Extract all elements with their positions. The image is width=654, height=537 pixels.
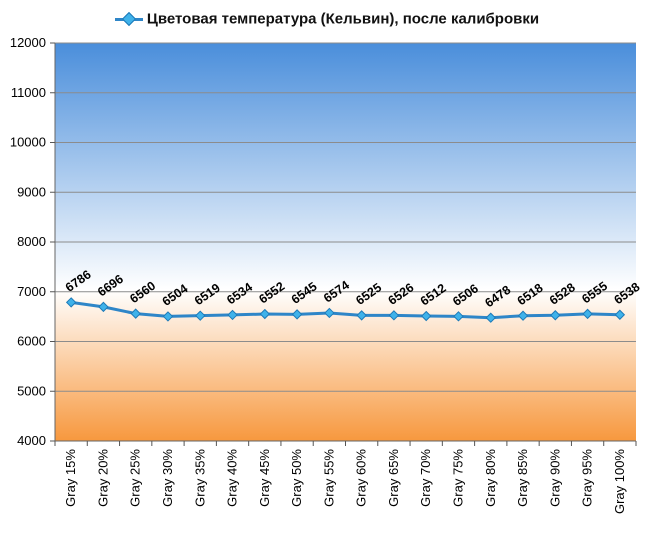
y-tick-label: 11000 (11, 85, 46, 100)
data-point-marker (324, 307, 335, 319)
y-tick-label: 10000 (10, 135, 46, 150)
x-tick-label: Gray 90% (547, 449, 562, 507)
x-tick-label: Gray 15% (63, 449, 78, 507)
x-tick-label: Gray 75% (450, 449, 465, 507)
x-tick-label: Gray 55% (321, 449, 336, 507)
x-tick-label: Gray 85% (515, 449, 530, 507)
data-point-marker (582, 308, 593, 320)
data-point-marker (356, 310, 367, 321)
data-point-marker (65, 297, 77, 308)
x-tick-label: Gray 40% (225, 449, 240, 507)
x-tick-label: Gray 30% (160, 449, 175, 507)
series-line (70, 300, 620, 320)
y-tick-label: 9000 (17, 184, 46, 199)
x-tick-label: Gray 100% (612, 449, 627, 514)
data-point-marker (614, 309, 626, 320)
y-tick-label: 6000 (17, 334, 46, 349)
x-tick-label: Gray 45% (257, 449, 272, 507)
x-tick-label: Gray 25% (128, 449, 143, 507)
data-point-marker (291, 309, 303, 320)
legend-line-marker-icon (114, 13, 143, 25)
data-point-marker (98, 301, 109, 313)
legend-series-label: Цветовая температура (Кельвин), после ка… (146, 10, 540, 28)
x-tick-label: Gray 20% (95, 449, 110, 507)
data-point-marker (550, 310, 561, 321)
data-point-marker (195, 310, 206, 321)
data-point-marker (130, 308, 141, 319)
x-tick-label: Gray 50% (289, 449, 304, 507)
data-point-marker (420, 310, 432, 322)
data-point-marker (388, 310, 400, 321)
series-group (65, 297, 626, 323)
y-axis-ticks: 4000 5000 6000 7000 8000 9000 10000 11000 12000 (10, 35, 55, 448)
y-tick-label: 5000 (17, 383, 46, 398)
x-tick-label: Gray 80% (483, 449, 498, 507)
x-axis-ticks: Gray 15% Gray 20% Gray 25% Gray 30% Gray 35%… (54, 441, 637, 514)
data-point-marker (517, 310, 529, 321)
chart-legend: Цветовая температура (Кельвин), после ка… (0, 10, 654, 28)
y-tick-label: 7000 (17, 284, 46, 299)
x-tick-label: Gray 70% (418, 449, 433, 507)
x-tick-label: Gray 65% (386, 449, 401, 507)
data-point-marker (227, 309, 238, 321)
x-tick-label: Gray 95% (580, 449, 595, 507)
data-point-marker (162, 311, 174, 322)
x-tick-label: Gray 35% (192, 449, 207, 507)
data-point-marker (453, 311, 464, 322)
y-tick-label: 8000 (17, 234, 46, 249)
y-tick-label: 4000 (17, 433, 46, 448)
x-tick-label: Gray 60% (354, 449, 369, 507)
data-point-marker (485, 312, 496, 323)
y-tick-label: 12000 (10, 35, 46, 50)
data-point-marker (259, 308, 271, 320)
